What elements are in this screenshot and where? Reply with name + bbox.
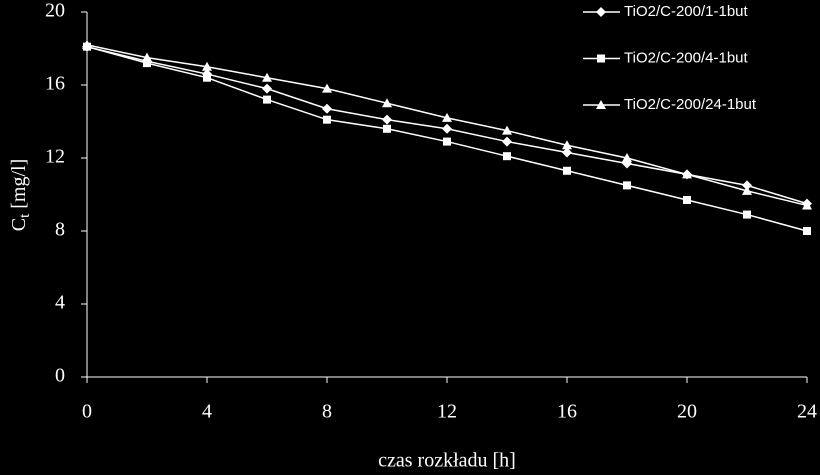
x-tick-label: 12 [437,401,457,423]
marker [683,195,691,204]
x-tick-label: 16 [557,401,577,423]
legend-label: TiO2/C-200/4-1but [624,49,749,66]
marker [142,52,152,62]
marker [383,124,391,133]
marker [623,181,631,190]
marker [502,125,512,135]
marker [442,123,452,134]
marker [323,115,331,124]
y-label-sub: t [17,213,33,218]
marker [502,136,512,147]
marker [382,98,392,108]
marker [562,147,572,158]
x-axis-label: czas rozkładu [h] [378,450,516,472]
x-tick-label: 4 [202,401,212,423]
marker [322,83,332,93]
marker [682,169,692,179]
y-label-main: C [8,218,30,231]
y-label-unit: [mg/l] [8,159,30,214]
marker [503,152,511,161]
marker [82,39,92,49]
marker [262,83,272,94]
marker [442,112,452,122]
marker [203,73,211,82]
y-tick-label: 0 [55,365,65,387]
marker [382,114,392,125]
marker [263,95,271,104]
x-tick-label: 0 [82,401,92,423]
marker [743,210,751,219]
y-tick-label: 4 [55,292,65,314]
legend-label: TiO2/C-200/24-1but [624,96,757,113]
marker [562,140,572,150]
y-tick-label: 16 [45,73,65,95]
marker [803,227,811,235]
marker [563,166,571,175]
marker [443,137,451,146]
legend-label: TiO2/C-200/1-1but [624,3,749,20]
x-tick-label: 8 [322,401,332,423]
marker [597,54,605,63]
marker [596,100,606,109]
y-tick-label: 20 [45,0,65,22]
marker [262,72,272,82]
y-tick-label: 8 [55,219,65,241]
x-tick-label: 20 [677,401,697,423]
marker [322,103,332,114]
y-tick-label: 12 [45,146,65,168]
y-axis-label: Ct [mg/l] [8,159,34,232]
marker [742,180,752,191]
x-tick-label: 24 [797,401,817,423]
marker [802,200,812,210]
marker [742,185,752,195]
marker [622,153,632,162]
marker [202,61,212,71]
marker [596,7,606,17]
